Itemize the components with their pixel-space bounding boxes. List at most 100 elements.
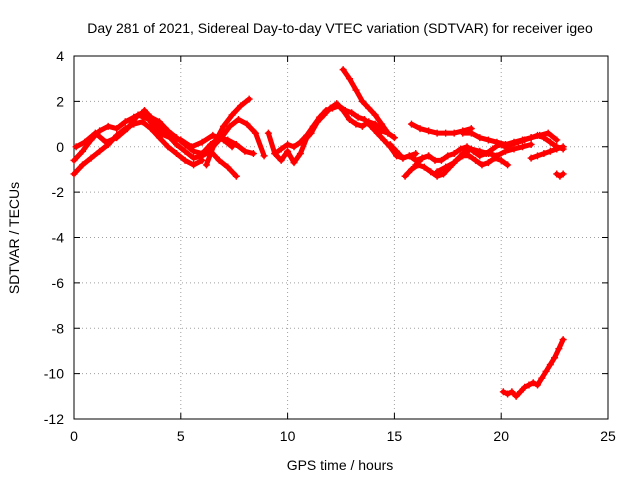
data-point [87,154,95,162]
data-point [501,147,509,155]
data-point [457,145,465,153]
data-point [493,152,501,160]
y-tick-label: 0 [56,139,64,155]
data-point [371,120,379,128]
data-point [104,122,112,130]
data-point [155,129,163,137]
data-point [173,140,181,148]
data-point [553,136,561,144]
data-point [465,152,473,160]
data-point [546,138,554,146]
data-point [559,143,567,151]
data-point [553,145,561,153]
data-point [476,147,484,155]
data-point [70,170,78,178]
data-point [384,129,392,137]
series-trace [73,112,235,150]
data-point [412,150,420,158]
data-point [352,120,360,128]
data-point [412,161,420,169]
data-point [444,152,452,160]
data-point [478,161,486,169]
data-point [232,172,240,180]
data-point [277,145,285,153]
data-point [489,145,497,153]
data-point [173,150,181,158]
data-point [373,129,381,137]
series-trace [71,119,205,177]
data-point [427,168,435,176]
data-point [232,140,240,148]
y-tick-label: 2 [56,93,64,109]
x-tick-label: 5 [177,428,185,444]
x-tick-label: 0 [70,428,78,444]
data-point [401,172,409,180]
data-point [155,118,163,126]
data-point [181,156,189,164]
y-tick-label: -6 [52,275,65,291]
series-arc-16 [433,140,535,176]
data-point [102,138,110,146]
data-point [420,163,428,171]
data-point [433,129,441,137]
data-point [521,383,529,391]
data-point [442,163,450,171]
data-point [365,104,373,112]
data-point [224,136,232,144]
data-point [555,345,563,353]
x-axis-label: GPS time / hours [287,457,394,473]
data-point [433,168,441,176]
plot-frame [73,55,609,420]
data-point [284,147,292,155]
data-point [437,156,445,164]
chart-title: Day 281 of 2021, Sidereal Day-to-day VTE… [87,20,593,36]
data-point [450,159,458,167]
data-point [497,156,505,164]
data-point [70,156,78,164]
data-point [418,154,426,162]
data-point [467,129,475,137]
data-point [326,104,334,112]
data-point [190,161,198,169]
data-point [252,129,260,137]
data-point [245,95,253,103]
data-point [459,150,467,158]
data-point [290,159,298,167]
data-point [527,134,535,142]
data-point [504,390,512,398]
series-arc-2 [70,118,206,178]
data-point [484,150,492,158]
y-tick-label: -2 [52,184,65,200]
series-arc-17 [527,143,567,162]
data-point [277,156,285,164]
data-point [380,136,388,144]
data-point [164,127,172,135]
data-point [425,152,433,160]
data-point [91,129,99,137]
data-point [339,66,347,74]
data-point [425,127,433,135]
data-point [121,118,129,126]
data-point [393,147,401,155]
data-point [512,392,520,400]
data-point [519,136,527,144]
data-point [220,122,228,130]
data-point [534,152,542,160]
data-point [249,150,257,158]
data-point [544,129,552,137]
series-arc-3 [72,111,236,151]
data-point [296,138,304,146]
data-point [202,161,210,169]
data-point [352,86,360,94]
data-point [307,129,315,137]
data-point [81,138,89,146]
data-point [407,120,415,128]
data-point [215,156,223,164]
data-point [243,120,251,128]
data-point [198,138,206,146]
data-point [484,136,492,144]
data-point [314,118,322,126]
y-axis-label: SDTVAR / TECUs [6,182,22,294]
y-tick-label: -10 [44,366,64,382]
data-point [226,122,234,130]
